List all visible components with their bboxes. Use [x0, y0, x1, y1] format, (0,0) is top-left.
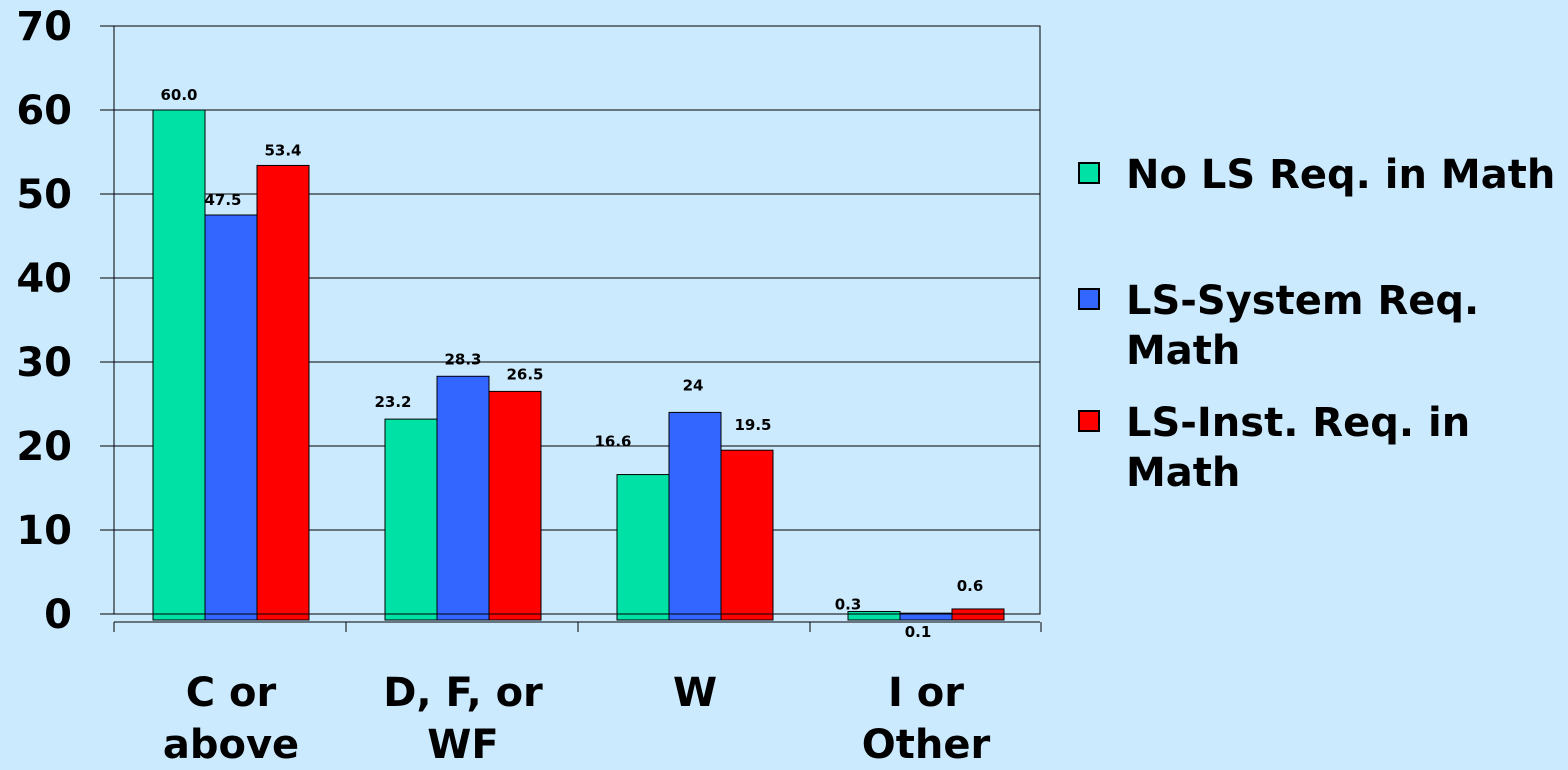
y-tick-label: 40: [16, 256, 72, 302]
data-label: 47.5: [204, 191, 241, 209]
legend-label: LS-Inst. Req. in Math: [1126, 398, 1556, 498]
data-label: 24: [683, 376, 704, 394]
y-tick-label: 30: [16, 340, 72, 386]
data-label: 26.5: [506, 365, 543, 383]
x-tick-label: above: [163, 722, 299, 768]
bar: [616, 474, 670, 621]
legend-label: No LS Req. in Math: [1126, 150, 1556, 200]
data-label: 0.1: [905, 623, 932, 641]
x-tick-label: D, F, or: [383, 670, 543, 716]
x-tick-label: WF: [427, 722, 498, 768]
data-label: 60.0: [160, 86, 197, 104]
legend-label-line: Math: [1126, 450, 1241, 496]
x-tick-label: Other: [862, 722, 991, 768]
legend-swatch: [1078, 288, 1100, 310]
legend-label-line: LS-System Req.: [1126, 278, 1480, 324]
legend-label-line: No LS Req. in Math: [1126, 152, 1556, 198]
data-label: 28.3: [444, 350, 481, 368]
axes: [100, 25, 1042, 632]
data-label: 16.6: [594, 433, 631, 451]
data-label: 0.3: [835, 595, 862, 613]
y-tick-label: 50: [16, 172, 72, 218]
y-tick-labels: 0 10 20 30 40 50 60 70: [16, 4, 72, 638]
bar: [720, 449, 774, 621]
legend-label-line: LS-Inst. Req. in: [1126, 400, 1471, 446]
y-tick-label: 20: [16, 424, 72, 470]
x-tick-label: W: [673, 670, 717, 716]
y-tick-label: 10: [16, 508, 72, 554]
y-tick-label: 60: [16, 88, 72, 134]
legend-swatch: [1078, 162, 1100, 184]
bars: [152, 109, 1005, 621]
bar: [256, 164, 310, 621]
legend-label-line: Math: [1126, 328, 1241, 374]
x-tick-label: C or: [186, 670, 277, 716]
bar: [152, 109, 206, 621]
data-label: 53.4: [264, 141, 301, 159]
legend-swatch: [1078, 410, 1100, 432]
y-tick-label: 0: [44, 592, 72, 638]
bar: [384, 418, 438, 621]
data-label: 23.2: [374, 393, 411, 411]
data-labels: 60.0 47.5 53.4 23.2 28.3 26.5 16.6 24 19.5 0.3 0.1…: [160, 86, 983, 641]
x-tick-label: I or: [888, 670, 964, 716]
data-label: 0.6: [957, 577, 984, 595]
bar: [488, 390, 542, 621]
bar: [668, 411, 722, 621]
x-tick-labels: C or above D, F, or WF W I or Other: [163, 670, 991, 768]
legend-label: LS-System Req. Math: [1126, 276, 1556, 376]
bar: [204, 214, 258, 621]
bar: [436, 375, 490, 621]
data-label: 19.5: [734, 416, 771, 434]
y-tick-label: 70: [16, 4, 72, 50]
